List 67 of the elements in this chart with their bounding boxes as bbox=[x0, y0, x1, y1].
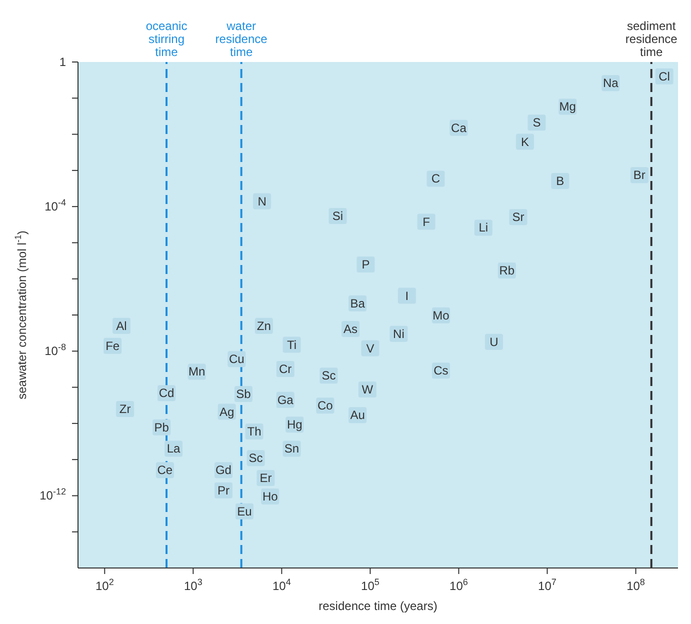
data-label: Th bbox=[247, 424, 262, 438]
data-label: Fe bbox=[106, 338, 120, 353]
x-tick-label: 10$^{5}$ bbox=[361, 577, 380, 593]
data-label: Er bbox=[260, 470, 272, 485]
data-label: Mg bbox=[559, 100, 576, 114]
data-label: Mn bbox=[188, 364, 206, 379]
x-tick-label: 10$^{8}$ bbox=[626, 577, 645, 593]
data-label: Ca bbox=[451, 120, 467, 135]
data-label: As bbox=[344, 322, 358, 336]
data-label: Zn bbox=[256, 318, 271, 333]
data-label: Cu bbox=[228, 352, 244, 366]
data-label: I bbox=[405, 288, 409, 303]
data-label: W bbox=[362, 382, 374, 396]
data-label: P bbox=[362, 257, 370, 272]
data-label: Ag bbox=[219, 404, 234, 419]
ref-line-label: oceanic stirring time bbox=[146, 19, 188, 59]
ref-line-label: sediment residence time bbox=[625, 19, 678, 59]
ref-line-label: water residence time bbox=[215, 19, 268, 59]
data-label: N bbox=[258, 194, 266, 208]
data-label: Li bbox=[478, 220, 488, 235]
data-label: Sc bbox=[322, 368, 336, 383]
data-label: Mo bbox=[432, 308, 450, 322]
data-label: Co bbox=[318, 398, 334, 413]
data-label: Au bbox=[350, 408, 365, 422]
data-label: Sr bbox=[512, 210, 524, 224]
data-label: Cs bbox=[434, 364, 448, 378]
data-label: Pb bbox=[154, 420, 170, 434]
y-tick-label: 1 bbox=[59, 55, 66, 69]
data-label: Cd bbox=[158, 386, 174, 400]
y-tick-label: 10$^{-12}$ bbox=[40, 486, 66, 503]
data-label: Cl bbox=[658, 69, 670, 84]
x-tick-label: 10$^{2}$ bbox=[95, 577, 114, 593]
y-tick-label: 10$^{-8}$ bbox=[44, 342, 66, 358]
data-label: S bbox=[532, 116, 541, 130]
data-label: Si bbox=[332, 208, 344, 223]
y-tick-label: 10$^{-4}$ bbox=[44, 198, 66, 214]
data-label: Br bbox=[633, 168, 646, 182]
data-label: Gd bbox=[215, 463, 232, 478]
data-label: K bbox=[520, 134, 529, 149]
x-axis-title: residence time (years) bbox=[318, 599, 438, 613]
data-label: Ba bbox=[350, 296, 366, 310]
data-label: V bbox=[366, 341, 374, 356]
x-tick-label: 10$^{6}$ bbox=[450, 577, 468, 593]
data-label: Sn bbox=[284, 442, 300, 456]
data-label: B bbox=[556, 174, 564, 188]
data-label: Ga bbox=[277, 392, 294, 407]
x-tick-label: 10$^{7}$ bbox=[538, 577, 556, 593]
data-label: Sb bbox=[236, 387, 252, 402]
x-tick-label: 10$^{3}$ bbox=[184, 577, 202, 593]
data-label: La bbox=[166, 442, 181, 456]
data-label: C bbox=[431, 172, 440, 186]
data-label: Pr bbox=[217, 483, 230, 498]
data-label: Hg bbox=[286, 418, 302, 432]
data-label: Ce bbox=[157, 463, 173, 478]
data-label: Zr bbox=[119, 402, 131, 416]
x-tick-label: 10$^{4}$ bbox=[272, 577, 291, 593]
data-label: Sc bbox=[248, 451, 263, 466]
data-label: Ho bbox=[262, 490, 278, 504]
data-label: Al bbox=[116, 318, 127, 333]
data-label: Rb bbox=[499, 264, 515, 278]
data-label: F bbox=[422, 214, 430, 229]
data-label: Cr bbox=[279, 362, 292, 376]
data-label: Ti bbox=[286, 338, 297, 352]
data-label: Na bbox=[602, 76, 619, 90]
data-label: Ni bbox=[393, 326, 404, 341]
data-label: U bbox=[490, 334, 498, 349]
data-label: Eu bbox=[237, 504, 252, 518]
